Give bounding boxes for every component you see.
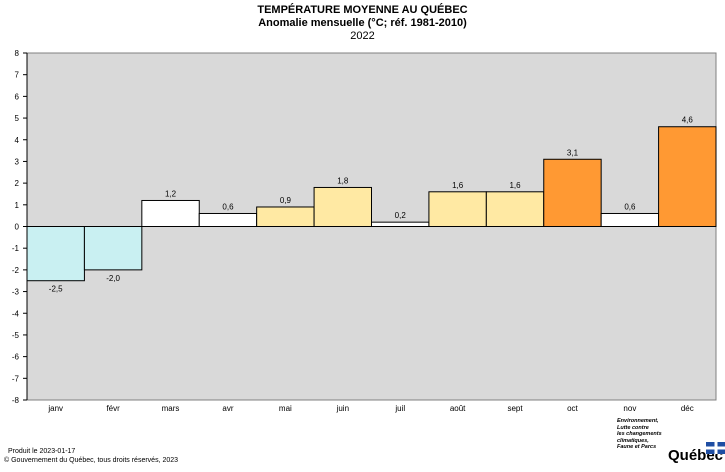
y-tick-label: -4 xyxy=(12,309,20,318)
bar-value-label: 0,6 xyxy=(222,202,234,211)
y-tick-label: 2 xyxy=(15,179,20,188)
produced-date: Produit le 2023-01-17 xyxy=(8,448,76,455)
bar-value-label: -2,0 xyxy=(106,274,120,283)
bar xyxy=(658,126,717,227)
y-tick-label: 3 xyxy=(15,157,20,166)
bar-value-label: 0,6 xyxy=(624,202,636,211)
x-tick-label: déc xyxy=(681,404,694,413)
y-tick-label: -1 xyxy=(12,244,20,253)
bar xyxy=(428,191,487,228)
y-tick-label: -6 xyxy=(12,353,20,362)
chart-title-block: TEMPÉRATURE MOYENNE AU QUÉBEC Anomalie m… xyxy=(0,4,725,43)
x-tick-label: mai xyxy=(279,404,292,413)
chart-subtitle: Anomalie mensuelle (°C; réf. 1981-2010) xyxy=(258,17,467,29)
y-tick-label: -5 xyxy=(12,331,20,340)
bar-value-label: 1,2 xyxy=(165,189,177,198)
bar xyxy=(141,199,200,228)
ministry-line: Faune et Parcs xyxy=(617,444,657,450)
bar xyxy=(371,221,430,228)
y-tick-label: -8 xyxy=(12,396,20,405)
bar xyxy=(543,158,602,227)
y-tick-label: -7 xyxy=(12,374,20,383)
x-tick-label: juil xyxy=(394,404,405,413)
ministry-name: Environnement, Lutte contre les changeme… xyxy=(617,418,687,451)
ministry-line: climatiques, xyxy=(617,437,649,444)
bar xyxy=(256,206,315,227)
x-tick-label: oct xyxy=(567,404,578,413)
bar-value-label: 1,6 xyxy=(452,181,464,190)
y-tick-label: 1 xyxy=(15,201,20,210)
x-tick-label: sept xyxy=(507,404,523,413)
x-tick-label: janv xyxy=(47,404,63,413)
y-tick-label: -3 xyxy=(12,288,20,297)
bar-value-label: 0,9 xyxy=(280,196,292,205)
x-tick-label: mars xyxy=(162,404,180,413)
chart-year: 2022 xyxy=(350,30,375,42)
x-tick-label: juin xyxy=(336,404,349,413)
ministry-line: Environnement, xyxy=(617,418,659,424)
y-tick-label: 6 xyxy=(15,92,20,101)
bar-value-label: -2,5 xyxy=(49,285,63,294)
copyright-notice: © Gouvernement du Québec, tous droits ré… xyxy=(4,457,179,464)
bar xyxy=(313,186,373,227)
bar-value-label: 4,6 xyxy=(682,116,694,125)
ministry-line: Lutte contre xyxy=(617,424,649,431)
y-tick-label: 7 xyxy=(15,71,20,80)
bar-value-label: 1,6 xyxy=(509,181,521,190)
y-tick-label: 8 xyxy=(15,49,20,58)
y-tick-label: 4 xyxy=(15,136,20,145)
bar-value-label: 1,8 xyxy=(337,176,349,185)
bar-value-label: 3,1 xyxy=(567,148,579,157)
ministry-line: les changements xyxy=(617,431,662,437)
y-tick-label: 0 xyxy=(15,223,20,232)
bar xyxy=(198,212,258,228)
y-tick-label: 5 xyxy=(15,114,20,123)
x-tick-label: févr xyxy=(106,404,120,413)
y-tick-label: -2 xyxy=(12,266,20,275)
bar xyxy=(485,191,545,228)
fleur-de-lis-flag-icon xyxy=(706,442,725,454)
chart-title: TEMPÉRATURE MOYENNE AU QUÉBEC xyxy=(257,4,468,16)
bar-value-label: 0,2 xyxy=(395,211,407,220)
bar xyxy=(83,226,143,271)
bar xyxy=(26,226,85,282)
x-tick-label: août xyxy=(450,404,466,413)
x-tick-label: nov xyxy=(623,404,636,413)
bar xyxy=(600,212,660,228)
x-tick-label: avr xyxy=(222,404,233,413)
